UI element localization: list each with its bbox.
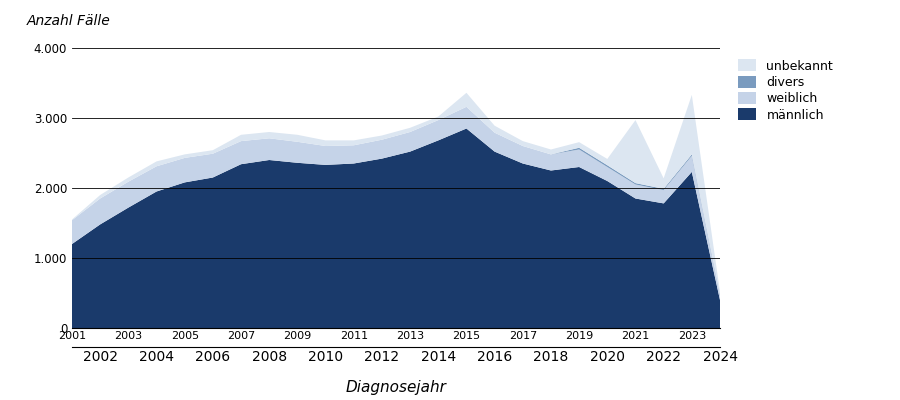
X-axis label: Diagnosejahr: Diagnosejahr bbox=[346, 380, 446, 395]
Legend: unbekannt, divers, weiblich, männlich: unbekannt, divers, weiblich, männlich bbox=[733, 54, 838, 127]
Text: Anzahl Fälle: Anzahl Fälle bbox=[27, 14, 111, 28]
